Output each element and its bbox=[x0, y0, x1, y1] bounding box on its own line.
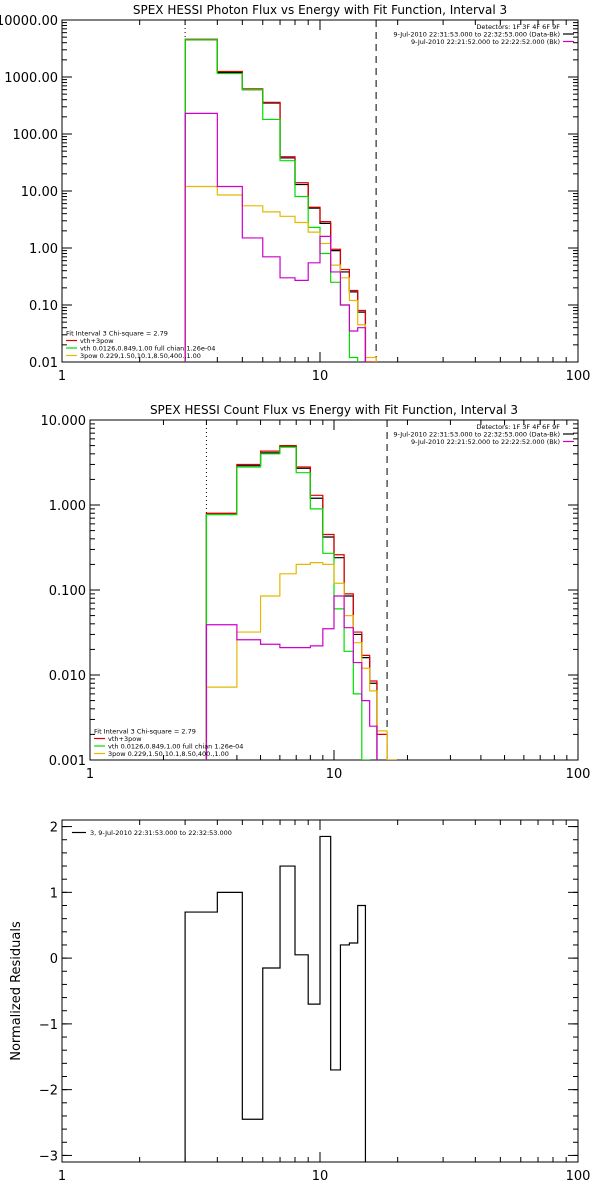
legend-top-entry: 9-Jul-2010 22:31:53.000 to 22:32:53.000 … bbox=[393, 31, 560, 39]
total-fit-line bbox=[184, 38, 377, 362]
x-tick-label: 100 bbox=[566, 369, 591, 384]
y-tick-label: 0.100 bbox=[49, 584, 86, 599]
plot-title: SPEX HESSI Photon Flux vs Energy with Fi… bbox=[133, 3, 507, 17]
legend-bottom-entry: Fit Interval 3 Chi-square = 2.79 bbox=[94, 728, 196, 736]
y-tick-label: −3 bbox=[39, 1149, 58, 1164]
legend-top-entry: 9-Jul-2010 22:21:52.000 to 22:22:52.000 … bbox=[411, 38, 560, 46]
x-tick-label: 1 bbox=[86, 767, 94, 782]
legend-bottom-entry: vth+3pow bbox=[80, 337, 114, 345]
x-tick-label: 1 bbox=[58, 1169, 66, 1184]
y-tick-label: 0.01 bbox=[29, 356, 58, 371]
y-tick-label: 0.10 bbox=[29, 299, 58, 314]
thermal-fit-line bbox=[184, 39, 359, 362]
x-tick-label: 1 bbox=[58, 369, 66, 384]
x-tick-label: 100 bbox=[566, 767, 591, 782]
legend-bottom-entry: 3pow 0.229,1.50,10.1,8.50,400.,1.00 bbox=[80, 352, 201, 360]
background-line bbox=[205, 595, 378, 760]
data-line bbox=[184, 39, 367, 362]
y-tick-label: 1 bbox=[50, 886, 58, 901]
y-tick-label: 10.00 bbox=[21, 185, 58, 200]
x-tick-label: 10 bbox=[312, 369, 329, 384]
y-tick-label: 1.000 bbox=[49, 499, 86, 514]
y-tick-label: 1.00 bbox=[29, 242, 58, 257]
legend-bottom-entry: 3pow 0.229,1.50,10.1,8.50,400.,1.00 bbox=[108, 750, 229, 758]
plot-title: SPEX HESSI Count Flux vs Energy with Fit… bbox=[150, 403, 518, 417]
plot-panel-1: SPEX HESSI Photon Flux vs Energy with Fi… bbox=[0, 3, 590, 384]
y-tick-label: 1000.00 bbox=[4, 71, 58, 86]
legend-top-entry: Detectors: 1F 3F 4F 6F 9F bbox=[476, 23, 560, 31]
y-tick-label: 10000.00 bbox=[0, 14, 58, 29]
plot-panel-2: SPEX HESSI Count Flux vs Energy with Fit… bbox=[41, 403, 591, 782]
plot-frame bbox=[61, 19, 579, 363]
y-tick-label: 0.010 bbox=[49, 669, 86, 684]
data-line bbox=[205, 445, 378, 760]
legend-top-entry: 9-Jul-2010 22:21:52.000 to 22:22:52.000 … bbox=[411, 438, 560, 446]
legend-bottom-entry: Fit Interval 3 Chi-square = 2.79 bbox=[66, 330, 168, 338]
background-line bbox=[184, 112, 367, 362]
legend-bottom-entry: vth 0.0126,0.849,1.00 full chian 1.26e-0… bbox=[108, 743, 243, 751]
plot-panel-3: Normalized Residuals 1 10 100 −3 −2 −1 0 1 2 3, 9-… bbox=[9, 819, 591, 1184]
legend-top-entry: Detectors: 1F 3F 4F 6F 9F bbox=[476, 423, 560, 431]
power-law-fit-line bbox=[205, 562, 397, 760]
y-tick-label: 2 bbox=[50, 821, 58, 836]
x-tick-label: 10 bbox=[312, 1169, 329, 1184]
legend-bottom-entry: vth+3pow bbox=[108, 735, 142, 743]
x-tick-label: 10 bbox=[326, 767, 343, 782]
legend-top-entry: 9-Jul-2010 22:31:53.000 to 22:32:53.000 … bbox=[393, 431, 560, 439]
y-tick-label: −2 bbox=[39, 1084, 58, 1099]
total-fit-line bbox=[205, 444, 397, 760]
legend-entry: 3, 9-Jul-2010 22:31:53.000 to 22:32:53.0… bbox=[90, 829, 232, 837]
y-tick-label: 100.00 bbox=[13, 128, 59, 143]
x-tick-label: 100 bbox=[566, 1169, 591, 1184]
y-tick-label: 0 bbox=[50, 952, 58, 967]
legend-bottom-entry: vth 0.0126,0.849,1.00 full chian 1.26e-0… bbox=[80, 345, 215, 353]
y-tick-label: −1 bbox=[39, 1018, 58, 1033]
y-tick-label: 10.000 bbox=[41, 414, 87, 429]
y-axis-label: Normalized Residuals bbox=[9, 921, 24, 1061]
y-tick-label: 0.001 bbox=[49, 754, 86, 769]
residual-line bbox=[184, 835, 367, 1162]
thermal-fit-line bbox=[205, 446, 371, 760]
